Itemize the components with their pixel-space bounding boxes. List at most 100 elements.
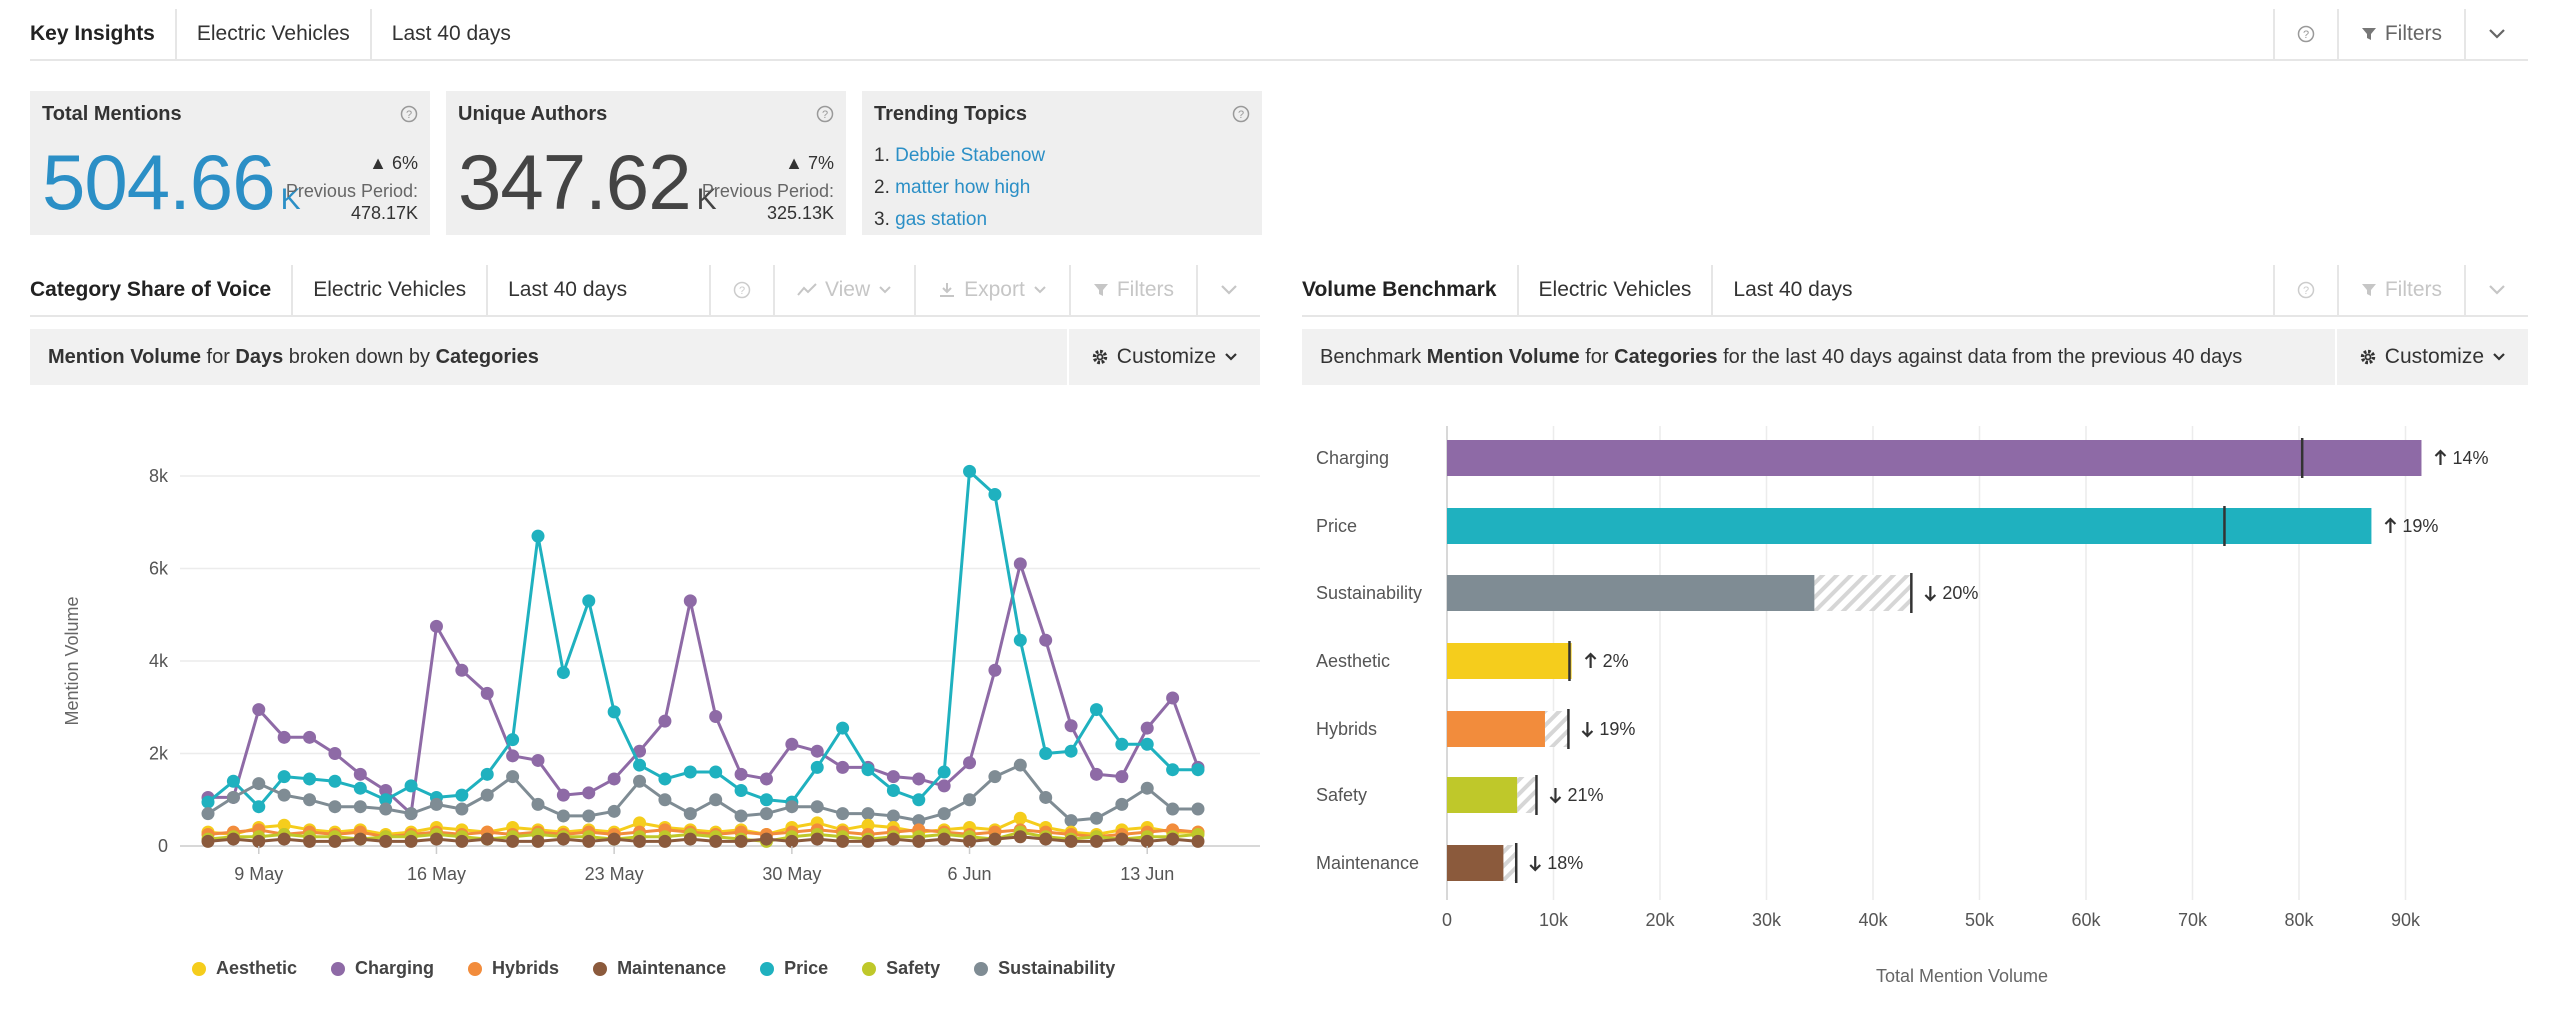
data-point[interactable]: [734, 809, 748, 823]
data-point[interactable]: [709, 765, 723, 779]
data-point[interactable]: [607, 832, 621, 846]
tab-electric-vehicles[interactable]: Electric Vehicles: [293, 265, 489, 315]
data-point[interactable]: [759, 793, 773, 807]
data-point[interactable]: [328, 774, 342, 788]
data-point[interactable]: [303, 834, 317, 848]
data-point[interactable]: [429, 797, 443, 811]
data-point[interactable]: [353, 832, 367, 846]
data-point[interactable]: [404, 779, 418, 793]
legend-item-aesthetic[interactable]: Aesthetic: [192, 958, 297, 979]
data-point[interactable]: [988, 663, 1002, 677]
data-point[interactable]: [607, 804, 621, 818]
data-point[interactable]: [379, 784, 393, 797]
help-button[interactable]: ?: [2272, 265, 2337, 315]
data-point[interactable]: [1140, 834, 1154, 848]
data-point[interactable]: [785, 737, 799, 751]
trending-topic-link[interactable]: matter how high: [895, 177, 1031, 198]
tab-electric-vehicles[interactable]: Electric Vehicles: [177, 9, 372, 59]
collapse-button[interactable]: [1196, 265, 1260, 315]
tab-category-share-of-voice[interactable]: Category Share of Voice: [30, 265, 294, 315]
data-point[interactable]: [1013, 557, 1027, 571]
data-point[interactable]: [303, 772, 317, 786]
filters-button[interactable]: Filters: [1068, 265, 1196, 315]
data-point[interactable]: [912, 814, 926, 828]
tab-date-range[interactable]: Last 40 days: [508, 278, 628, 301]
data-point[interactable]: [658, 714, 672, 728]
help-button[interactable]: ?: [2272, 9, 2337, 59]
data-point[interactable]: [556, 832, 570, 846]
collapse-button[interactable]: [2464, 265, 2528, 315]
data-point[interactable]: [937, 807, 951, 821]
data-point[interactable]: [937, 832, 951, 846]
legend-item-maintenance[interactable]: Maintenance: [593, 958, 726, 979]
data-point[interactable]: [328, 800, 342, 814]
data-point[interactable]: [277, 818, 291, 832]
data-point[interactable]: [658, 772, 672, 786]
data-point[interactable]: [226, 790, 240, 804]
data-point[interactable]: [1064, 744, 1078, 758]
data-point[interactable]: [303, 730, 317, 744]
data-point[interactable]: [252, 800, 266, 814]
data-point[interactable]: [607, 772, 621, 786]
data-point[interactable]: [836, 721, 850, 735]
data-point[interactable]: [886, 832, 900, 846]
data-point[interactable]: [937, 779, 951, 793]
data-point[interactable]: [1115, 797, 1129, 811]
data-point[interactable]: [836, 807, 850, 821]
data-point[interactable]: [963, 756, 977, 770]
data-point[interactable]: [633, 758, 647, 772]
data-point[interactable]: [912, 793, 926, 807]
tab-volume-benchmark[interactable]: Volume Benchmark: [1302, 265, 1519, 315]
data-point[interactable]: [582, 834, 596, 848]
data-point[interactable]: [683, 594, 697, 608]
data-point[interactable]: [1166, 763, 1180, 777]
data-point[interactable]: [429, 832, 443, 846]
tab-date-range[interactable]: Last 40 days: [1733, 278, 1853, 301]
view-button[interactable]: View: [772, 265, 914, 315]
data-point[interactable]: [404, 807, 418, 821]
tab-electric-vehicles[interactable]: Electric Vehicles: [1519, 265, 1714, 315]
data-point[interactable]: [1064, 719, 1078, 733]
filters-button[interactable]: Filters: [2336, 9, 2464, 59]
bar-current[interactable]: [1447, 711, 1545, 747]
data-point[interactable]: [1013, 758, 1027, 772]
data-point[interactable]: [759, 807, 773, 821]
data-point[interactable]: [886, 770, 900, 784]
data-point[interactable]: [353, 767, 367, 781]
data-point[interactable]: [1140, 721, 1154, 735]
data-point[interactable]: [1089, 767, 1103, 781]
data-point[interactable]: [1191, 834, 1205, 848]
data-point[interactable]: [556, 809, 570, 823]
data-point[interactable]: [810, 760, 824, 774]
data-point[interactable]: [201, 795, 215, 809]
data-point[interactable]: [1191, 802, 1205, 816]
data-point[interactable]: [455, 788, 469, 802]
data-point[interactable]: [1115, 770, 1129, 784]
data-point[interactable]: [277, 730, 291, 744]
data-point[interactable]: [277, 832, 291, 846]
data-point[interactable]: [506, 770, 520, 784]
data-point[interactable]: [277, 770, 291, 784]
bar-current[interactable]: [1447, 845, 1504, 881]
data-point[interactable]: [810, 800, 824, 814]
data-point[interactable]: [480, 686, 494, 700]
data-point[interactable]: [506, 733, 520, 747]
data-point[interactable]: [658, 834, 672, 848]
data-point[interactable]: [480, 767, 494, 781]
collapse-button[interactable]: [2464, 9, 2528, 59]
bar-current[interactable]: [1447, 440, 2422, 476]
data-point[interactable]: [734, 784, 748, 797]
data-point[interactable]: [328, 747, 342, 760]
trending-topic-link[interactable]: Debbie Stabenow: [895, 145, 1046, 166]
tab-key-insights[interactable]: Key Insights: [30, 9, 177, 59]
data-point[interactable]: [1013, 811, 1027, 825]
data-point[interactable]: [633, 774, 647, 788]
data-point[interactable]: [353, 800, 367, 814]
data-point[interactable]: [633, 834, 647, 848]
data-point[interactable]: [1013, 633, 1027, 647]
data-point[interactable]: [531, 834, 545, 848]
data-point[interactable]: [429, 619, 443, 633]
data-point[interactable]: [480, 832, 494, 846]
legend-item-safety[interactable]: Safety: [862, 958, 940, 979]
data-point[interactable]: [861, 818, 875, 832]
